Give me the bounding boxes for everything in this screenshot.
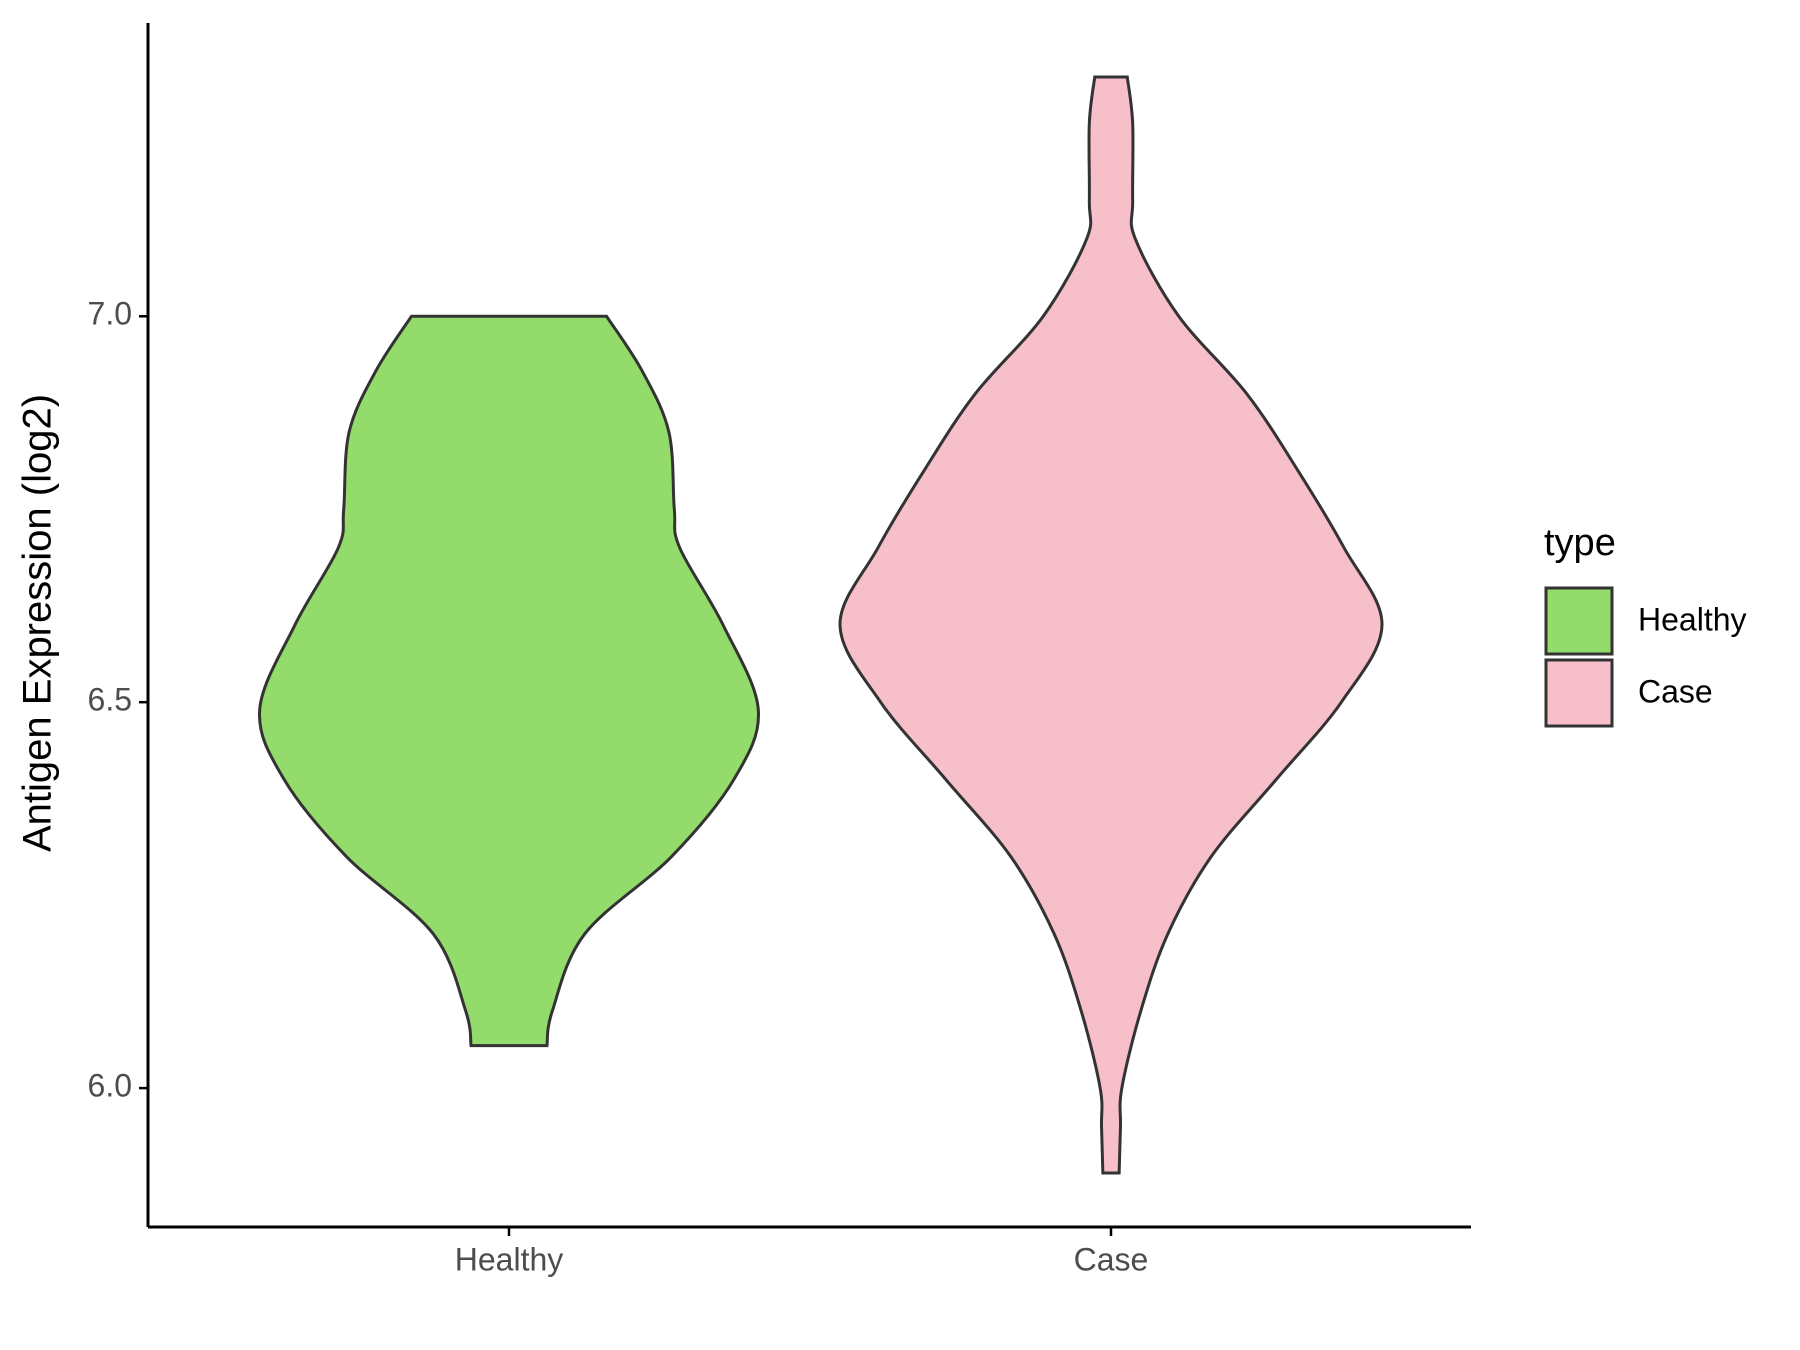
legend-key (1544, 586, 1614, 656)
y-tick-label: 7.0 (88, 296, 132, 332)
violin (258, 314, 760, 1048)
x-tick-label: Healthy (455, 1241, 564, 1277)
y-axis-title: Antigen Expression (log2) (16, 394, 60, 852)
violin (838, 75, 1384, 1175)
legend-label: Case (1638, 673, 1713, 709)
legend-label: Healthy (1638, 601, 1747, 637)
y-tick-label: 6.5 (88, 682, 132, 718)
legend-key (1544, 658, 1614, 728)
x-tick-label: Case (1074, 1241, 1149, 1277)
legend-title: type (1544, 522, 1616, 564)
y-tick-label: 6.0 (88, 1068, 132, 1104)
